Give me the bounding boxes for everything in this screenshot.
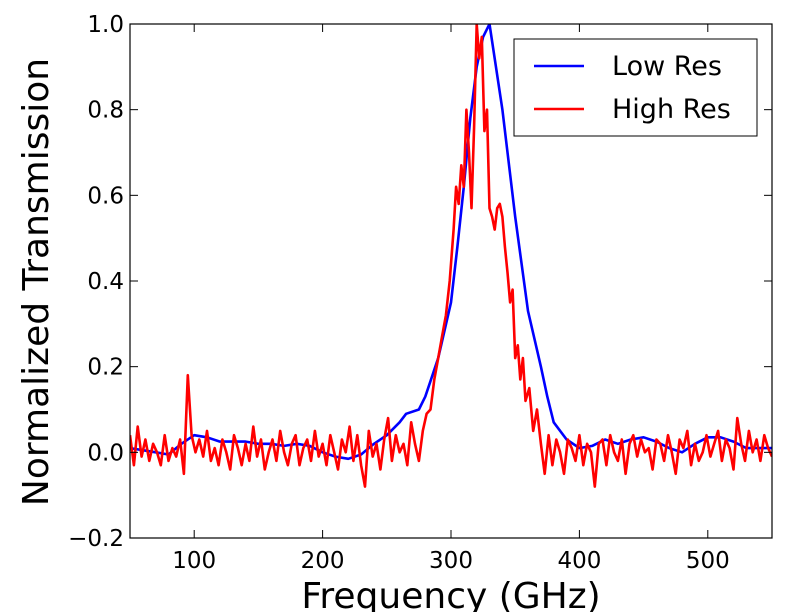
x-tick-label: 200	[301, 548, 345, 574]
y-tick-label: −0.2	[68, 526, 124, 552]
y-tick-label: 1.0	[87, 12, 124, 38]
plot-area	[130, 24, 772, 488]
axes: 100 200 300 400 500 −0.2 0.0 0.2 0.4 0.6 0.8 1.0	[68, 12, 773, 574]
series-line-high-res	[130, 24, 772, 488]
legend-box	[513, 38, 758, 137]
y-axis-title: Normalized Transmission	[16, 58, 57, 506]
x-tick-label: 400	[557, 548, 601, 574]
y-tick-label: 0.6	[87, 183, 124, 209]
y-tick-label: 0.0	[87, 440, 124, 466]
x-axis-title: Frequency (GHz)	[301, 576, 600, 612]
legend-label: High Res	[612, 94, 731, 125]
y-tick-label: 0.4	[87, 269, 124, 295]
legend: Low Res High Res	[513, 38, 758, 137]
legend-label: Low Res	[612, 51, 722, 82]
y-tick-label: 0.8	[87, 98, 124, 124]
x-tick-label: 300	[429, 548, 473, 574]
x-tick-label: 100	[172, 548, 216, 574]
y-tick-label: 0.2	[87, 355, 124, 381]
series-line-low-res	[130, 24, 772, 461]
x-tick-label: 500	[686, 548, 730, 574]
